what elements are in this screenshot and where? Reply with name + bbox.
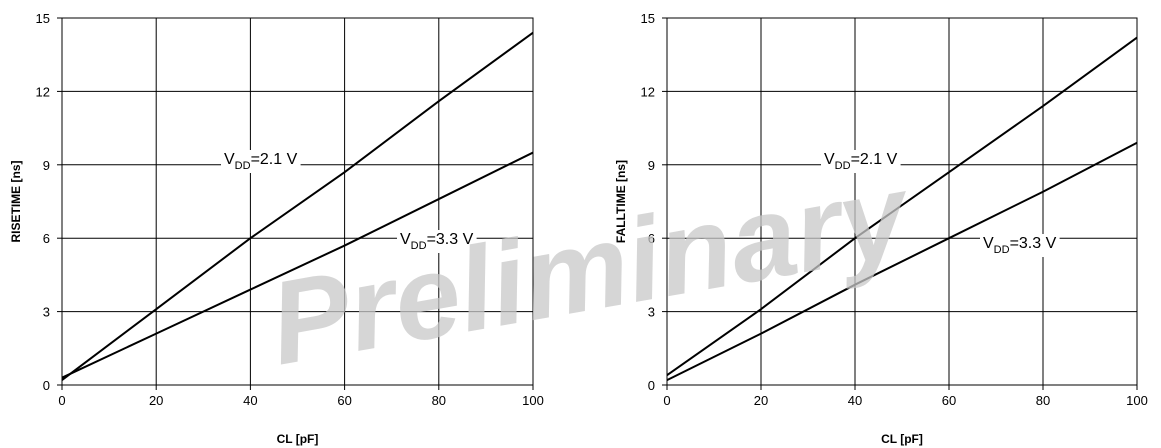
series-label-background: [980, 234, 1060, 257]
x-tick-label: 100: [1126, 393, 1148, 408]
series-label-1: VDD=2.1 V: [824, 151, 898, 172]
y-axis-label: RISETIME [ns]: [9, 160, 23, 242]
y-tick-label: 3: [43, 305, 50, 320]
y-tick-label: 0: [648, 378, 655, 393]
y-tick-label: 12: [36, 84, 50, 99]
y-tick-label: 15: [36, 11, 50, 26]
x-tick-label: 80: [432, 393, 446, 408]
x-tick-label: 20: [149, 393, 163, 408]
plot-frame: [666, 17, 1138, 386]
series-line-2: [666, 141, 1138, 382]
series-label-subscript: DD: [835, 160, 851, 172]
y-tick-label: 6: [43, 231, 50, 246]
y-tick-label: 9: [43, 158, 50, 173]
series-label-background: [221, 150, 301, 173]
y-tick-label: 3: [648, 305, 655, 320]
x-tick-label: 0: [58, 393, 65, 408]
x-tick-label: 80: [1036, 393, 1050, 408]
x-tick-label: 60: [337, 393, 351, 408]
x-tick-label: 60: [942, 393, 956, 408]
series-label-subscript: DD: [411, 240, 427, 252]
series-label-2: VDD=3.3 V: [400, 231, 474, 252]
x-tick-label: 40: [848, 393, 862, 408]
series-label-1: VDD=2.1 V: [224, 151, 298, 172]
series-label-rest: =3.3 V: [427, 231, 474, 248]
series-line-1: [61, 31, 534, 381]
series-line-1: [666, 36, 1138, 377]
chart-panel-2: 0 20 40 60 80 100 0 3 6 9 12 15 CL [pF] FALLTIME [ns]…: [614, 11, 1148, 446]
series-label-2: VDD=3.3 V: [983, 235, 1057, 256]
series-label-subscript: DD: [235, 160, 251, 172]
y-tick-label: 9: [648, 158, 655, 173]
y-tick-label: 12: [641, 84, 655, 99]
series-label-main: V: [224, 151, 235, 168]
series-label-main: V: [983, 235, 994, 252]
series-label-background: [397, 230, 477, 253]
y-axis-label: FALLTIME [ns]: [614, 160, 628, 243]
x-tick-label: 20: [754, 393, 768, 408]
series-line-2: [61, 151, 534, 379]
plot-frame: [61, 17, 534, 386]
watermark: Preliminary: [261, 148, 922, 391]
x-axis-label: CL [pF]: [277, 432, 319, 446]
x-tick-label: 100: [522, 393, 544, 408]
series-label-subscript: DD: [994, 244, 1010, 256]
series-label-rest: =2.1 V: [251, 151, 298, 168]
x-axis-label: CL [pF]: [881, 432, 923, 446]
y-tick-label: 15: [641, 11, 655, 26]
chart-panel-1: 0 20 40 60 80 100 0 3 6 9 12 15 CL [pF] RISETIME [ns]…: [9, 11, 544, 446]
y-tick-label: 6: [648, 231, 655, 246]
series-label-main: V: [400, 231, 411, 248]
x-tick-label: 0: [663, 393, 670, 408]
x-tick-label: 40: [243, 393, 257, 408]
series-label-rest: =3.3 V: [1010, 235, 1057, 252]
y-tick-label: 0: [43, 378, 50, 393]
series-label-background: [821, 150, 901, 173]
series-label-rest: =2.1 V: [851, 151, 898, 168]
series-label-main: V: [824, 151, 835, 168]
